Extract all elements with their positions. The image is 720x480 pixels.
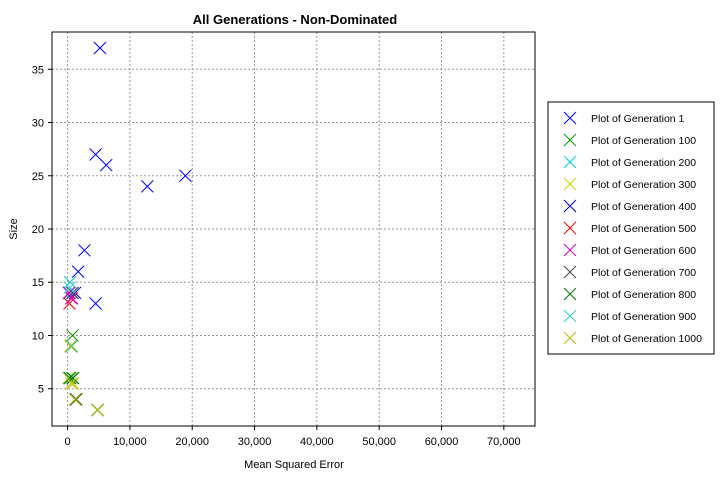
y-tick-label: 20 [32,224,44,236]
legend-box [547,101,715,355]
data-point [91,403,104,417]
data-point [64,291,78,305]
y-tick-label: 15 [32,277,44,289]
x-tick-label: 40,000 [300,436,334,448]
x-tick-label: 0 [65,436,71,448]
y-axis-ticks: 5 10 15 20 25 30 35 [32,64,52,396]
x-tick-label: 30,000 [238,436,272,448]
y-axis-label: Size [8,218,20,239]
legend-entry: Plot of Generation 600 [591,245,696,257]
legend-entry: Plot of Generation 900 [591,311,696,323]
grid-lines [52,32,535,426]
y-tick-label: 30 [32,118,44,130]
data-point [93,41,107,55]
x-tick-label: 20,000 [175,436,209,448]
legend-marker [563,177,577,191]
legend-entry: Plot of Generation 500 [591,223,696,235]
x-tick-label: 60,000 [425,436,459,448]
legend-marker [563,221,577,235]
legend-entry: Plot of Generation 200 [591,157,696,169]
data-points [62,41,192,417]
y-tick-label: 5 [38,384,44,396]
legend-marker [563,111,577,125]
legend-entry: Plot of Generation 700 [591,267,696,279]
legend-marker [563,309,577,323]
legend-marker [563,287,577,301]
chart-title: All Generations - Non-Dominated [193,12,397,27]
data-point [65,339,79,353]
data-point [89,148,102,161]
data-point [64,339,78,353]
y-tick-label: 10 [32,330,44,342]
legend-entry: Plot of Generation 300 [591,179,696,191]
x-tick-label: 10,000 [113,436,147,448]
x-tick-label: 50,000 [362,436,396,448]
data-point [63,371,77,385]
data-point [179,169,192,183]
x-axis-ticks: 0 10,000 20,000 30,000 40,000 50,000 60,000 70,… [65,426,521,448]
y-tick-label: 25 [32,171,44,183]
data-point [66,329,79,342]
legend-entry: Plot of Generation 100 [591,135,696,147]
data-point [64,377,78,390]
legend-marker [563,155,577,169]
x-axis-label: Mean Squared Error [244,459,344,471]
legend-marker [563,243,577,257]
data-point [89,297,102,310]
legend-marker [563,199,577,213]
x-tick-label: 70,000 [487,436,521,448]
data-point [66,371,79,385]
data-point [63,275,77,289]
data-point [68,393,82,406]
data-point [140,180,154,193]
data-point [63,281,77,294]
data-point [78,243,91,257]
legend-entry: Plot of Generation 1 [591,113,685,125]
legend-entry: Plot of Generation 800 [591,289,696,301]
data-point [71,265,85,278]
legend: Plot of Generation 1 Plot of Generation 1… [547,101,715,355]
legend-entry: Plot of Generation 400 [591,201,696,213]
legend-marker [563,133,577,147]
data-point [99,158,113,172]
legend-marker [563,265,577,279]
y-tick-label: 35 [32,64,44,76]
legend-marker [563,331,577,345]
legend-entry: Plot of Generation 1000 [591,333,702,345]
